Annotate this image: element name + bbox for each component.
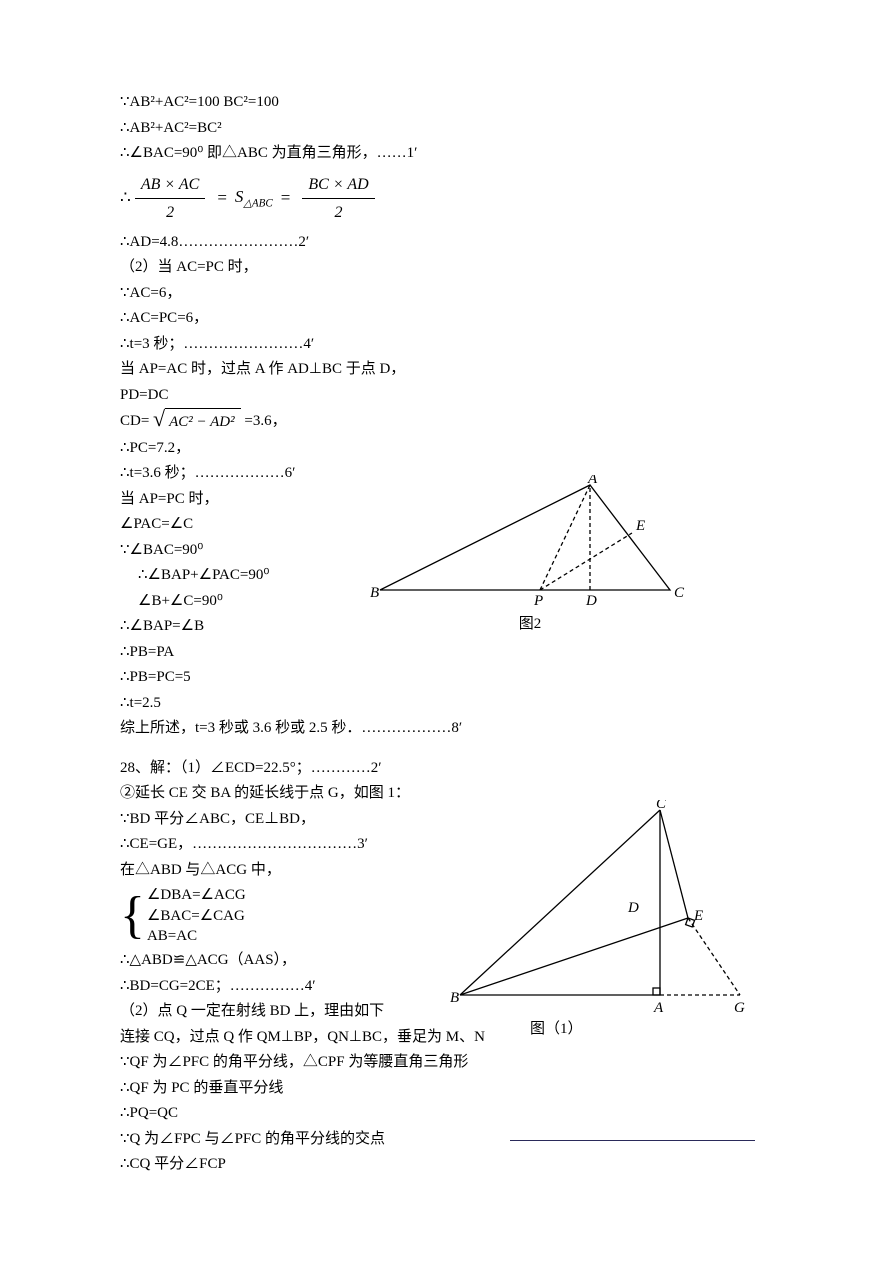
area-symbol: S△ABC	[235, 183, 273, 213]
text-line: ∴t=2.5	[120, 691, 892, 717]
fig2-label-C: C	[674, 585, 685, 601]
text-line: （2）当 AC=PC 时，	[120, 255, 892, 281]
text-line: PD=DC	[120, 383, 892, 409]
sqrt-suffix: =3.6，	[244, 414, 286, 430]
fig2-label-P: P	[533, 593, 543, 609]
fig2-label-B: B	[370, 585, 379, 601]
fraction-num: AB × AC	[135, 171, 206, 199]
text-line: 综上所述，t=3 秒或 3.6 秒或 2.5 秒．………………8′	[120, 716, 892, 742]
square-root: √ AC² − AD²	[153, 408, 241, 436]
left-brace: {	[120, 885, 145, 946]
figure-2: A B C P D E 图2	[370, 475, 690, 638]
brace-row: ∠DBA=∠ACG	[147, 885, 246, 905]
figure-1: C B A G D E 图（1）	[450, 800, 750, 1043]
text-line: ∴AD=4.8……………………2′	[120, 230, 892, 256]
fig1-label-D: D	[627, 900, 639, 916]
fig1-label-C: C	[656, 800, 667, 812]
fig2-label-A: A	[587, 475, 598, 487]
area-subscript: △ABC	[243, 198, 272, 210]
text-line: ∴t=3 秒；……………………4′	[120, 332, 892, 358]
brace-row: AB=AC	[147, 926, 246, 946]
equals-sign: =	[217, 184, 227, 213]
text-line: ∵AB²+AC²=100 BC²=100	[120, 90, 892, 116]
brace-row: ∠BAC=∠CAG	[147, 906, 246, 926]
fraction-right: BC × AD 2	[302, 171, 374, 226]
text-line: ∴PB=PA	[120, 640, 892, 666]
text-line: ∴AC=PC=6，	[120, 306, 892, 332]
underline-artifact	[510, 1140, 755, 1141]
figure-1-caption: 图（1）	[450, 1017, 750, 1043]
fig1-label-A: A	[653, 1000, 664, 1015]
text-line: 28、解：（1）∠ECD=22.5°；…………2′	[120, 756, 892, 782]
fig2-label-E: E	[635, 518, 645, 534]
text-line: ∴PQ=QC	[120, 1101, 892, 1127]
fraction-left: AB × AC 2	[135, 171, 206, 226]
figure-2-caption: 图2	[370, 612, 690, 638]
fig1-label-B: B	[450, 990, 459, 1006]
eq-prefix: ∴	[120, 184, 131, 213]
sqrt-prefix: CD=	[120, 414, 149, 430]
text-line: ∵QF 为∠PFC 的角平分线，△CPF 为等腰直角三角形	[120, 1050, 892, 1076]
sqrt-line: CD= √ AC² − AD² =3.6，	[120, 408, 892, 436]
fraction-num: BC × AD	[302, 171, 374, 199]
equation-area-formula: ∴ AB × AC 2 = S△ABC = BC × AD 2	[120, 171, 892, 226]
fraction-den: 2	[302, 199, 374, 226]
text-line: ∴CQ 平分∠FCP	[120, 1152, 892, 1178]
text-line: ∴PB=PC=5	[120, 665, 892, 691]
text-line: ∴AB²+AC²=BC²	[120, 116, 892, 142]
radical-sign: √	[153, 408, 165, 436]
figure-2-svg: A B C P D E	[370, 475, 690, 610]
equals-sign: =	[281, 184, 291, 213]
text-line: 当 AP=AC 时，过点 A 作 AD⊥BC 于点 D，	[120, 357, 892, 383]
fig1-label-G: G	[734, 1000, 745, 1015]
fraction-den: 2	[135, 199, 206, 226]
text-line: ∵Q 为∠FPC 与∠PFC 的角平分线的交点	[120, 1127, 892, 1153]
text-line: ∵AC=6，	[120, 281, 892, 307]
radicand: AC² − AD²	[165, 408, 241, 436]
text-line: ∴QF 为 PC 的垂直平分线	[120, 1076, 892, 1102]
figure-1-svg: C B A G D E	[450, 800, 750, 1015]
text-line: ∴∠BAC=90⁰ 即△ABC 为直角三角形，……1′	[120, 141, 892, 167]
fig1-label-E: E	[693, 908, 703, 924]
fig2-label-D: D	[585, 593, 597, 609]
text-line: ∴PC=7.2，	[120, 436, 892, 462]
